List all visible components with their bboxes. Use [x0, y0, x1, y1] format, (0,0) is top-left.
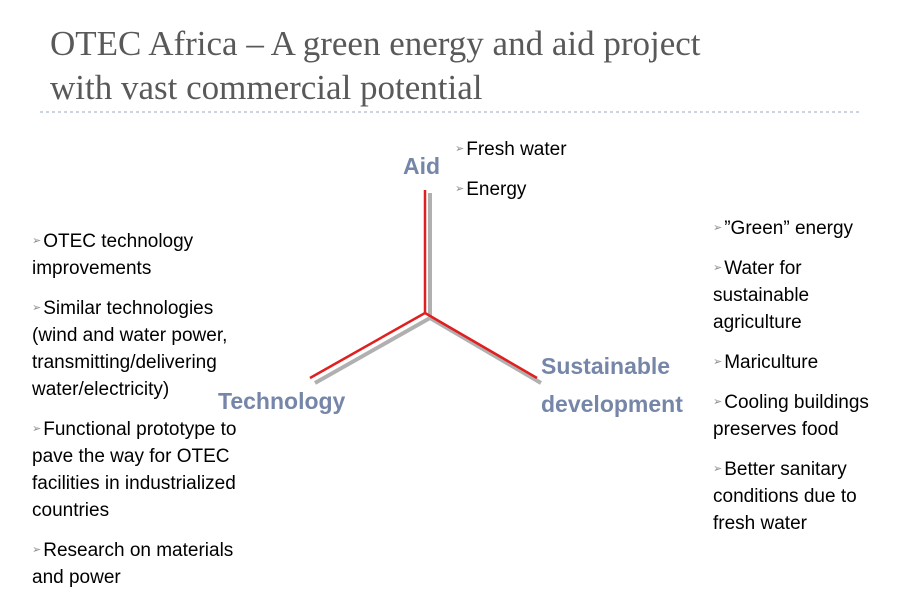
- bullet-line: countries: [32, 500, 110, 521]
- bullet-line: Mariculture: [713, 349, 869, 376]
- bullet-line: facilities in industrialized: [32, 473, 236, 494]
- bullet-item: Similar technologies (wind and water powe…: [32, 295, 237, 403]
- bullet-line: water/electricity): [32, 379, 170, 400]
- title-line: with vast commercial potential: [50, 68, 483, 107]
- bullet-line: conditions due to: [713, 486, 857, 507]
- bullet-line: OTEC technology: [32, 228, 237, 255]
- connector: [309, 190, 538, 380]
- node-label: Technology: [218, 382, 345, 420]
- bullet-line: Similar technologies: [32, 295, 237, 322]
- bullet-list: Fresh water Energy: [455, 136, 567, 216]
- bullet-line: agriculture: [713, 312, 802, 333]
- bullet-item: Better sanitary conditions due to fresh wa…: [713, 456, 869, 537]
- shadow: [314, 193, 543, 385]
- bullet-line: transmitting/delivering: [32, 352, 217, 373]
- bullet-item: Mariculture: [713, 349, 869, 376]
- label-line: Aid: [403, 153, 441, 179]
- bullet-item: Research on materials and power: [32, 537, 237, 591]
- bullet-item: Functional prototype to pave the way for …: [32, 416, 237, 524]
- bullet-item: OTEC technology improvements: [32, 228, 237, 282]
- bullet-line: fresh water: [713, 513, 807, 534]
- bullet-line: (wind and water power,: [32, 325, 228, 346]
- bullet-item: Cooling buildings preserves food: [713, 389, 869, 443]
- label-line: Technology: [218, 388, 346, 414]
- title-line: OTEC Africa – A green energy and aid pro…: [50, 24, 701, 63]
- label-line: development: [541, 391, 683, 417]
- bullet-item: Energy: [455, 176, 567, 203]
- bullet-line: Research on materials: [32, 537, 237, 564]
- bullet-line: sustainable: [713, 285, 810, 306]
- title: OTEC Africa – A green energy and aid pro…: [50, 22, 701, 110]
- bullet-line: preserves food: [713, 419, 839, 440]
- bullet-item: ”Green” energy: [713, 215, 869, 242]
- bullet-line: and power: [32, 567, 121, 588]
- bullet-line: Water for: [713, 255, 869, 282]
- bullet-line: Better sanitary: [713, 456, 869, 483]
- bullet-line: ”Green” energy: [713, 215, 869, 242]
- bullet-list: ”Green” energy Water for sustainable agricu…: [713, 215, 869, 550]
- bullet-line: improvements: [32, 258, 152, 279]
- bullet-line: Fresh water: [455, 136, 566, 163]
- node-label: Sustainable development: [541, 347, 683, 423]
- bullet-line: pave the way for OTEC: [32, 446, 230, 467]
- bullet-line: Cooling buildings: [713, 389, 869, 416]
- label-line: Sustainable: [541, 353, 671, 379]
- bullet-line: Energy: [455, 176, 567, 203]
- bullet-line: Functional prototype to: [32, 416, 236, 443]
- bullet-item: Fresh water: [455, 136, 566, 163]
- bullet-item: Water for sustainable agriculture: [713, 255, 869, 336]
- bullet-list: OTEC technology improvements Similar techn…: [32, 228, 237, 604]
- node-label: Aid: [403, 147, 440, 185]
